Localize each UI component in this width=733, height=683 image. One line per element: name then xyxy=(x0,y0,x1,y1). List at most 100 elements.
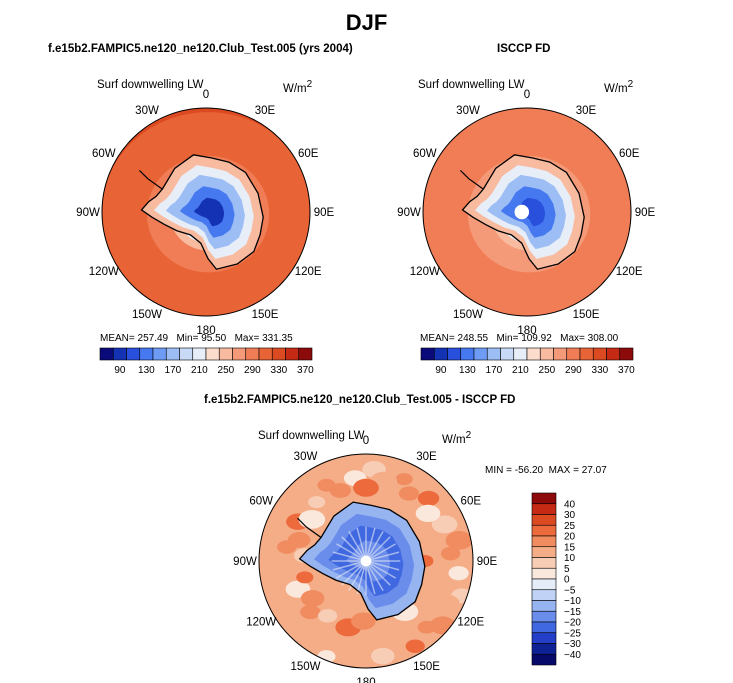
panel-diff-colorbar-swatch xyxy=(531,535,557,548)
panel-diff-lon-label: 180 xyxy=(356,677,375,683)
panel-diff-streak xyxy=(356,560,367,595)
panel-diff-lon-label: 60E xyxy=(461,496,482,508)
panel-obs-lon-label: 150W xyxy=(453,309,483,321)
panel-diff-patch xyxy=(300,604,321,620)
panel-diff-title: f.e15b2.FAMPIC5.ne120_ne120.Club_Test.00… xyxy=(204,394,516,406)
panel-obs-lon-label: 30W xyxy=(456,105,480,117)
panel-diff-colorbar-swatch xyxy=(531,643,557,655)
panel-diff-peninsula xyxy=(297,517,322,538)
panel-diff-colorbar-tick: 20 xyxy=(564,532,576,543)
panel-obs-colorbar-swatch xyxy=(486,347,501,361)
panel-model-lon-label: 120E xyxy=(295,266,322,278)
panel-diff-streak xyxy=(365,560,391,586)
panel-model-lon-label: 60E xyxy=(298,148,319,160)
panel-model-lon-label: 150W xyxy=(132,309,162,321)
panel-obs-colorbar-swatch xyxy=(553,347,568,361)
panel-diff-colorbar-swatch xyxy=(531,514,557,526)
panel-obs-colorbar-swatch xyxy=(433,347,448,361)
panel-obs-colorbar-swatch xyxy=(539,347,554,361)
panel-model-colorbar-swatch xyxy=(205,347,220,361)
panel-model-colorbar-tick: 210 xyxy=(191,365,208,376)
panel-model-contour xyxy=(193,197,225,227)
panel-obs-colorbar-tick: 170 xyxy=(486,365,503,376)
panel-diff-streak xyxy=(365,560,384,592)
panel-diff-colorbar-tick: 30 xyxy=(564,510,576,521)
panel-model-field-label: Surf downwelling LW xyxy=(97,79,204,91)
panel-diff-colorbar-swatch xyxy=(531,589,557,601)
panel-diff-streak xyxy=(356,527,367,562)
panel-model-colorbar-swatch xyxy=(298,347,313,361)
panel-model-colorbar-swatch xyxy=(271,347,286,361)
panel-diff-colorbar-swatch xyxy=(531,653,557,666)
panel-diff-streak xyxy=(332,560,367,571)
panel-diff-streak xyxy=(365,543,397,562)
panel-model-frame xyxy=(101,107,311,317)
panel-diff-colorbar-tick: 25 xyxy=(564,521,576,532)
panel-obs-units: W/m2 xyxy=(604,79,634,95)
panel-model-mean: 257.49 xyxy=(137,333,169,344)
panel-obs-lon-label: 120W xyxy=(410,266,440,278)
panel-model-min: 95.50 xyxy=(201,333,227,344)
panel-obs-lon-label: 30E xyxy=(576,105,597,117)
page-title: DJF xyxy=(345,10,388,35)
panel-diff-min-label: MIN = xyxy=(485,465,512,476)
panel-diff-lon-label: 30W xyxy=(294,451,318,463)
panel-diff-streak xyxy=(341,560,367,586)
panel-diff-streak xyxy=(365,560,397,579)
panel-model-colorbar-swatch xyxy=(99,347,114,361)
panel-model-lon-label: 30E xyxy=(255,105,276,117)
panel-model-colorbar: 90 130 170 210 250 290 330 370 xyxy=(99,347,314,376)
panel-diff-patch xyxy=(417,490,440,506)
panel-diff-frame xyxy=(258,453,474,669)
panel-model-colorbar-swatch xyxy=(139,347,154,361)
panel-obs-colorbar-swatch xyxy=(500,347,515,361)
panel-model-title: f.e15b2.FAMPIC5.ne120_ne120.Club_Test.00… xyxy=(48,43,353,55)
panel-obs-mean: 248.55 xyxy=(457,333,489,344)
panel-diff-colorbar-tick: 15 xyxy=(564,542,576,553)
panel-obs-lon-label: 180 xyxy=(517,325,536,337)
panel-model-max-label: Max= xyxy=(234,333,260,344)
panel-diff-colorbar-swatch xyxy=(531,546,557,558)
panel-diff-patch xyxy=(417,620,436,634)
panel-diff-stats: MIN = -56.20 MAX = 27.07 xyxy=(485,465,607,476)
panel-obs-lon-label: 0 xyxy=(524,89,530,101)
panel-diff-colorbar-swatch xyxy=(531,557,557,569)
panel-diff-colorbar-swatch xyxy=(531,600,557,612)
panel-obs-stats: MEAN= 248.55 Min= 109.92 Max= 308.00 xyxy=(420,333,618,344)
panel-diff-lon-label: 120W xyxy=(246,617,276,629)
panel-obs-colorbar-swatch xyxy=(579,347,594,361)
panel-diff-patch xyxy=(317,609,338,623)
panel-diff-streak xyxy=(365,551,400,562)
panel-obs-colorbar-swatch xyxy=(513,347,528,361)
panel-diff-colorbar-tick: −5 xyxy=(564,585,576,596)
panel-diff-patch xyxy=(298,510,326,529)
panel-obs-field xyxy=(423,108,631,316)
panel-obs-colorbar-tick: 210 xyxy=(512,365,529,376)
panel-diff-colorbar-swatch xyxy=(531,578,557,591)
panel-diff-patch xyxy=(300,590,325,607)
panel-obs-field-label: Surf downwelling LW xyxy=(418,79,525,91)
panel-diff-patch xyxy=(405,639,425,653)
panel-obs-min-label: Min= xyxy=(496,333,519,344)
panel-model-colorbar-tick: 130 xyxy=(138,365,155,376)
panel-model-stats: MEAN= 257.49 Min= 95.50 Max= 331.35 xyxy=(100,333,293,344)
panel-diff-streak xyxy=(365,530,384,562)
panel-model-lon-label: 90W xyxy=(76,207,100,219)
panel-model-coastline xyxy=(140,154,264,270)
panel-diff-lon-label: 150E xyxy=(413,661,440,673)
panel-obs-colorbar-swatch xyxy=(606,347,621,361)
panel-obs-title: ISCCP FD xyxy=(497,43,551,55)
panel-diff-max: 27.07 xyxy=(581,465,607,476)
panel-model-peninsula xyxy=(139,169,163,190)
panel-diff-patch xyxy=(448,566,469,581)
panel-obs-colorbar-tick: 330 xyxy=(592,365,609,376)
panel-diff-patch xyxy=(308,496,326,509)
panel-diff-colorbar-swatch xyxy=(531,524,557,537)
panel-diff-colorbar-swatch xyxy=(531,632,557,644)
panel-diff-colorbar-tick: 10 xyxy=(564,553,576,564)
panel-diff-colorbar-swatch xyxy=(531,567,557,580)
panel-obs-pole-hole xyxy=(514,204,530,220)
panel-model-lon-label: 60W xyxy=(92,148,116,160)
panel-diff-lon-label: 60W xyxy=(249,496,273,508)
